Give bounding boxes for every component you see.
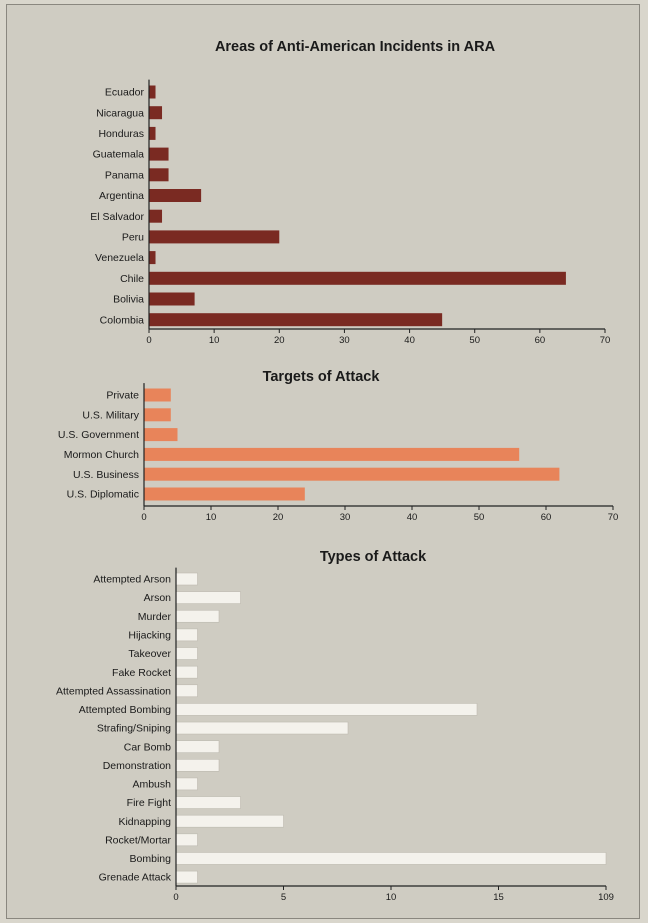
chart3-category-label: Fake Rocket [112,667,171,679]
chart3-tick-label: 109 [598,892,614,903]
chart3-bar [175,852,607,865]
chart1-category-label: Chile [120,273,144,285]
chart1-category-label: El Salvador [90,211,144,223]
chart3-bar [175,591,241,604]
chart3-tick-label: 10 [386,892,397,903]
chart3-bar [175,665,198,679]
chart1-bar [149,126,156,140]
chart1-bar [149,251,156,265]
chart3-category-label: Takeover [128,648,171,660]
chart2-tick-label: 70 [608,512,619,523]
chart3-category-label: Ambush [132,779,171,791]
chart1-bar [149,271,566,285]
chart2-bar [144,487,305,501]
chart3-category-label: Hijacking [128,629,171,641]
chart3-bar [175,647,198,660]
chart3-bar [175,684,198,698]
chart2-tick-label: 50 [474,512,485,523]
chart1-tick-label: 60 [535,335,546,346]
chart1-title: Areas of Anti-American Incidents in ARA [215,39,496,55]
chart3-category-label: Demonstration [103,760,171,772]
charts-canvas: Areas of Anti-American Incidents in ARA E… [56,39,619,903]
chart1-tick-label: 70 [600,335,611,346]
figure-page: Areas of Anti-American Incidents in ARA E… [6,4,640,919]
chart3-category-label: Murder [138,611,172,623]
chart3-category-label: Attempted Arson [93,574,171,586]
chart1-bar [149,313,443,327]
chart1-bar [149,292,195,306]
chart1-category-label: Honduras [98,128,144,140]
chart3-category-label: Car Bomb [124,741,171,753]
chart2-tick-label: 10 [206,512,217,523]
chart3-tick-label: 5 [281,892,286,903]
chart3-bar [175,814,284,828]
chart2-category-label: U.S. Business [73,469,139,481]
chart1-category-label: Ecuador [105,87,145,99]
chart1-tick-label: 30 [339,335,350,346]
chart2-tick-label: 30 [340,512,351,523]
chart2-title: Targets of Attack [263,369,381,385]
chart3-category-label: Kidnapping [118,816,171,828]
chart3-category-label: Fire Fight [127,797,171,809]
chart2-category-label: U.S. Diplomatic [67,489,139,501]
chart3-bar [175,703,478,716]
chart1-category-label: Guatemala [93,149,145,161]
chart3-category-label: Attempted Bombing [79,704,171,716]
chart3-title: Types of Attack [320,549,427,565]
chart3-bar [175,609,220,623]
chart2-tick-label: 60 [541,512,552,523]
chart3-category-label: Bombing [130,853,172,865]
chart2-bar [144,447,520,461]
chart3-bar [175,796,241,809]
chart3-bar [175,833,198,847]
chart3-bar [175,721,349,735]
chart1-bar [149,230,280,244]
chart2-bar [144,467,560,481]
chart2-bar [144,408,171,422]
chart1-bar [149,209,163,223]
chart3-category-label: Strafing/Sniping [97,723,171,735]
chart1-category-label: Peru [122,232,144,244]
chart3-bar [175,758,220,772]
chart3-tick-label: 0 [173,892,178,903]
chart1-tick-label: 40 [404,335,415,346]
chart1-bar [149,189,202,202]
chart2-category-label: Private [106,390,139,402]
chart2-tick-label: 0 [141,512,146,523]
chart2-bar [144,388,171,402]
chart1-bar [149,168,169,182]
chart1-category-label: Panama [105,169,144,181]
chart2-tick-label: 40 [407,512,418,523]
chart3-category-label: Rocket/Mortar [105,834,171,846]
chart3-category-label: Attempted Assassination [56,685,171,697]
chart1-category-label: Venezuela [95,252,144,264]
chart1-tick-label: 50 [469,335,480,346]
chart1-bar [149,147,169,161]
chart2-category-label: U.S. Government [58,429,139,441]
chart1-category-label: Bolivia [113,294,144,306]
chart3-category-label: Grenade Attack [99,872,172,884]
chart3-bar [175,628,198,642]
chart1-tick-label: 10 [209,335,220,346]
chart3-bar [175,572,198,586]
chart3-tick-label: 15 [493,892,504,903]
chart1-tick-label: 0 [146,335,151,346]
chart3-bar [175,870,198,884]
chart1-bar [149,85,156,99]
chart1-category-label: Nicaragua [96,107,144,119]
chart2-bar [144,428,178,442]
chart3-bar [175,740,220,753]
chart1-category-label: Colombia [100,314,145,326]
chart1-tick-label: 20 [274,335,285,346]
chart2-category-label: U.S. Military [82,409,139,421]
chart3-category-label: Arson [144,592,172,604]
chart1-category-label: Argentina [99,190,144,202]
chart1-bar [149,106,163,120]
chart2-category-label: Mormon Church [64,449,139,461]
chart3-bar [175,777,198,791]
chart2-tick-label: 20 [273,512,284,523]
